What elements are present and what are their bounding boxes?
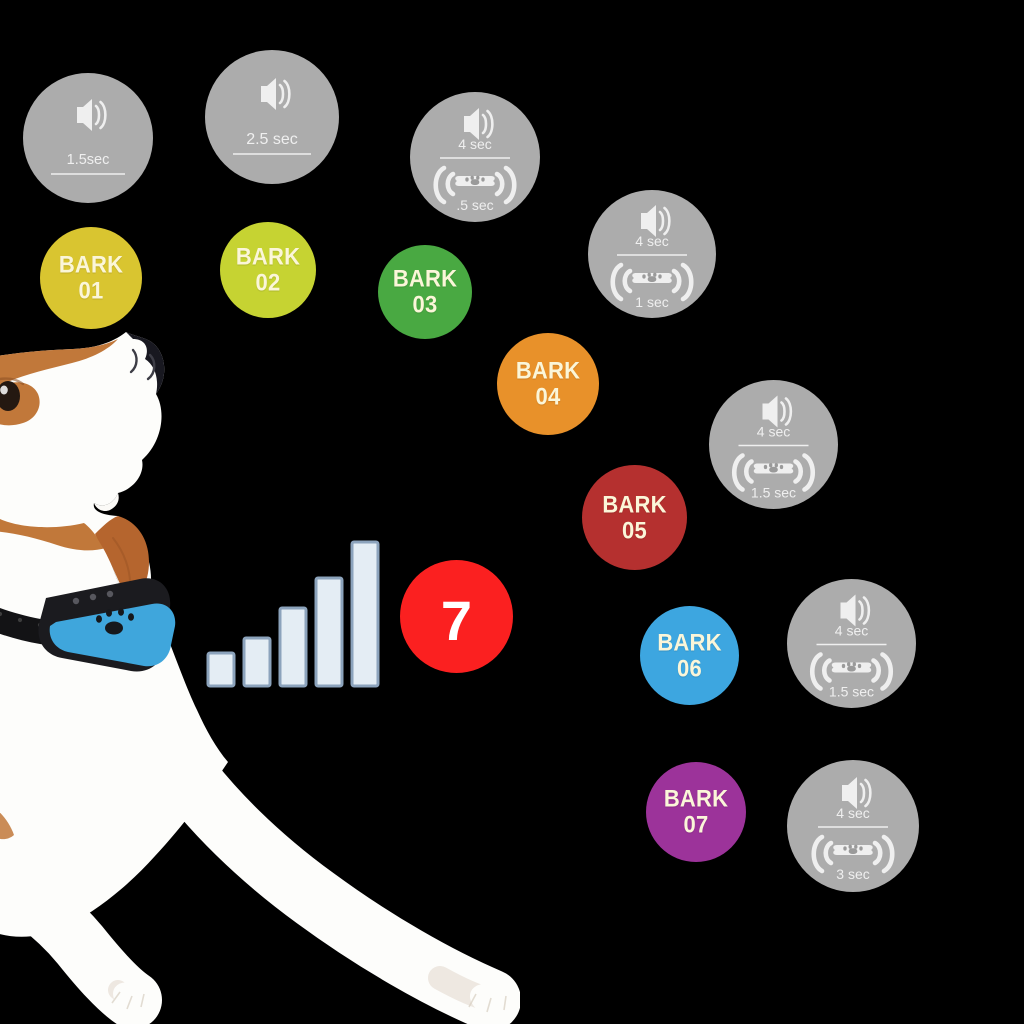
svg-text:1.5 sec: 1.5 sec: [751, 485, 796, 501]
svg-text:1.5 sec: 1.5 sec: [829, 684, 874, 700]
svg-text:4 sec: 4 sec: [836, 805, 869, 821]
svg-text:1.5sec: 1.5sec: [67, 152, 110, 168]
svg-text:2.5 sec: 2.5 sec: [246, 131, 298, 148]
svg-text:4 sec: 4 sec: [458, 136, 491, 152]
svg-text:4 sec: 4 sec: [757, 424, 790, 440]
svg-text:7: 7: [441, 589, 472, 652]
svg-text:.5 sec: .5 sec: [456, 197, 493, 213]
svg-text:1 sec: 1 sec: [635, 294, 668, 310]
svg-text:3 sec: 3 sec: [836, 866, 869, 882]
svg-text:4 sec: 4 sec: [835, 623, 868, 639]
svg-text:4 sec: 4 sec: [635, 233, 668, 249]
